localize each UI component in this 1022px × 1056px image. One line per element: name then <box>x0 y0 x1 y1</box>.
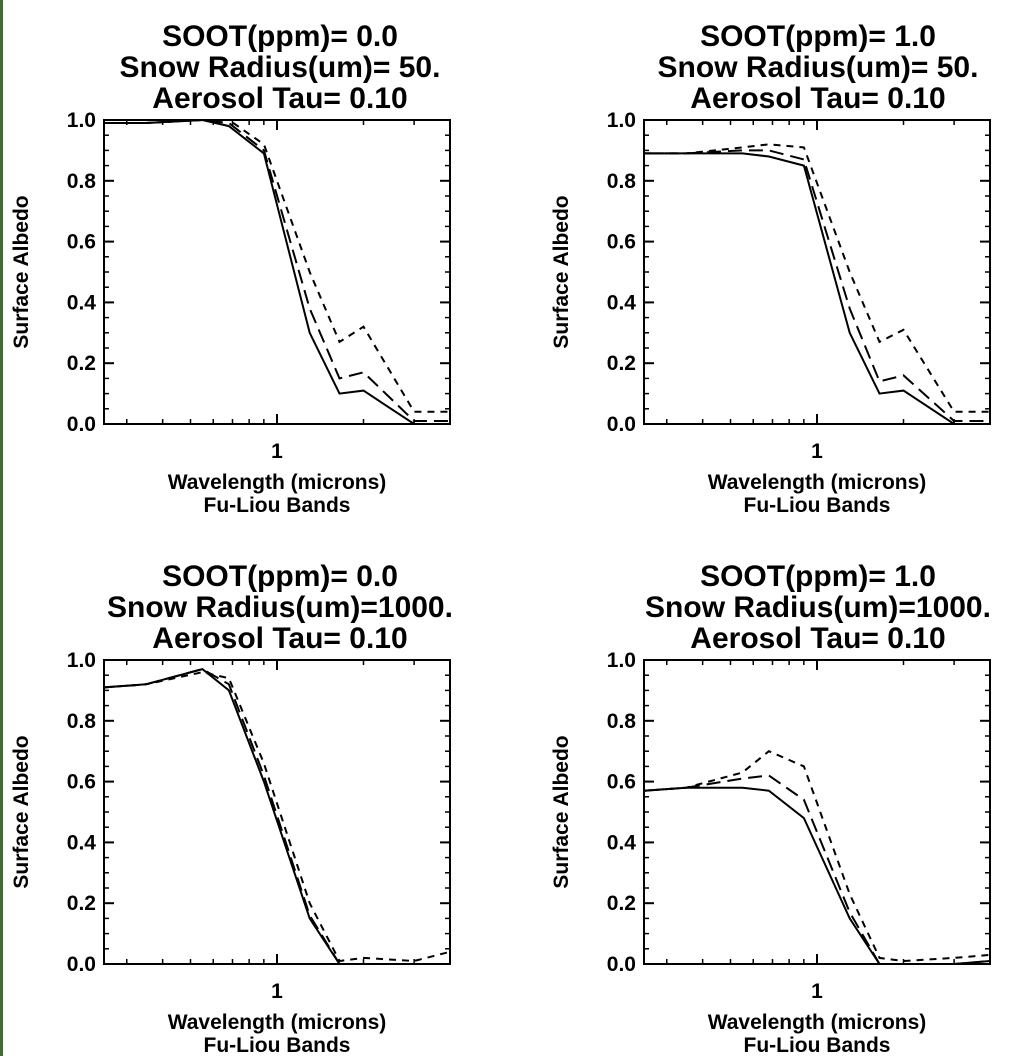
y-tick-label: 0.8 <box>607 170 637 193</box>
chart-title-line: Aerosol Tau= 0.10 <box>152 82 407 115</box>
y-tick-label: 0.0 <box>67 953 96 976</box>
chart-title-line: SOOT(ppm)= 1.0 <box>700 560 936 593</box>
y-tick-label: 1.0 <box>607 649 636 672</box>
y-tick-label: 0.0 <box>67 413 96 436</box>
left-border-strip <box>0 0 3 1056</box>
chart-title-line: SOOT(ppm)= 0.0 <box>162 20 398 53</box>
y-tick-label: 1.0 <box>607 109 636 132</box>
y-tick-label: 1.0 <box>67 649 96 672</box>
chart-title-line: SOOT(ppm)= 0.0 <box>162 560 398 593</box>
x-axis-label: Wavelength (microns) <box>708 471 927 494</box>
y-tick-label: 0.6 <box>67 771 96 794</box>
chart-title-line: Snow Radius(um)= 50. <box>658 51 979 84</box>
x-tick-label: 1 <box>811 440 823 463</box>
y-tick-label: 0.6 <box>607 771 636 794</box>
series-line-short-dash <box>104 119 450 413</box>
series-line-short-dash <box>644 143 990 413</box>
x-axis-label: Wavelength (microns) <box>708 1011 927 1034</box>
series-line-solid <box>644 152 990 425</box>
y-tick-label: 0.2 <box>67 352 96 375</box>
y-tick-label: 0.8 <box>67 170 97 193</box>
y-tick-label: 0.0 <box>607 953 636 976</box>
chart-title-line: Aerosol Tau= 0.10 <box>690 82 945 115</box>
y-tick-label: 0.0 <box>607 413 636 436</box>
y-tick-label: 0.2 <box>607 892 636 915</box>
y-axis-label: Surface Albedo <box>10 735 33 888</box>
chart-title-line: SOOT(ppm)= 1.0 <box>700 20 936 53</box>
chart-title-line: Aerosol Tau= 0.10 <box>152 622 407 655</box>
x-tick-label: 1 <box>811 980 823 1003</box>
x-axis-sublabel: Fu-Liou Bands <box>744 494 891 517</box>
y-axis-label: Surface Albedo <box>10 195 33 348</box>
chart-title-line: Aerosol Tau= 0.10 <box>690 622 945 655</box>
x-axis-sublabel: Fu-Liou Bands <box>744 1034 891 1056</box>
y-tick-label: 0.6 <box>67 231 96 254</box>
series-line-long-dash <box>644 149 990 422</box>
y-axis-label: Surface Albedo <box>550 195 573 348</box>
y-tick-label: 1.0 <box>67 109 96 132</box>
series-line-long-dash <box>643 774 991 965</box>
x-axis-label: Wavelength (microns) <box>168 1011 387 1034</box>
chart-title-line: Snow Radius(um)= 50. <box>120 51 441 84</box>
series-line-short-dash <box>103 671 451 963</box>
series-line-short-dash <box>643 750 991 963</box>
y-tick-label: 0.2 <box>67 892 96 915</box>
y-tick-label: 0.8 <box>607 710 637 733</box>
y-tick-label: 0.4 <box>67 831 97 854</box>
chart-title-line: Snow Radius(um)=1000. <box>645 591 991 624</box>
series-line-long-dash <box>103 668 450 965</box>
y-tick-label: 0.8 <box>67 710 97 733</box>
y-tick-label: 0.2 <box>607 352 636 375</box>
chart-title-line: Snow Radius(um)=1000. <box>107 591 453 624</box>
x-tick-label: 1 <box>271 440 283 463</box>
x-axis-sublabel: Fu-Liou Bands <box>204 494 351 517</box>
series-line-solid <box>643 786 991 965</box>
y-tick-label: 0.6 <box>607 231 636 254</box>
y-tick-label: 0.4 <box>607 291 637 314</box>
x-tick-label: 1 <box>271 980 283 1003</box>
x-axis-sublabel: Fu-Liou Bands <box>204 1034 351 1056</box>
y-tick-label: 0.4 <box>607 831 637 854</box>
y-tick-label: 0.4 <box>67 291 97 314</box>
y-axis-label: Surface Albedo <box>550 735 573 888</box>
x-axis-label: Wavelength (microns) <box>168 471 387 494</box>
